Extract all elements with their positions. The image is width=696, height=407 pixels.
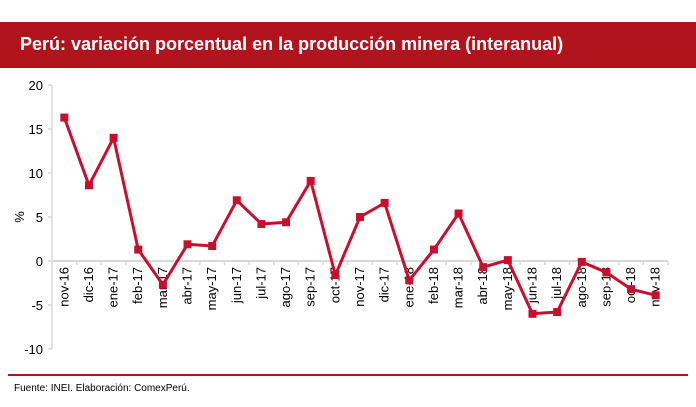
x-tick-label: sep-17 bbox=[303, 267, 318, 307]
y-tick-label: -5 bbox=[31, 298, 43, 313]
data-point bbox=[282, 218, 291, 227]
data-point bbox=[405, 276, 414, 285]
data-point bbox=[454, 209, 463, 218]
x-tick-label: ago-18 bbox=[574, 267, 589, 307]
data-point bbox=[183, 240, 192, 249]
title-bar: Perú: variación porcentual en la producc… bbox=[0, 22, 696, 68]
data-point bbox=[84, 181, 93, 190]
data-point bbox=[158, 280, 167, 289]
y-tick-label: 20 bbox=[29, 78, 43, 93]
x-tick-label: feb-18 bbox=[426, 267, 441, 304]
data-point bbox=[553, 308, 562, 317]
chart-title: Perú: variación porcentual en la producc… bbox=[20, 34, 564, 54]
data-point bbox=[479, 263, 488, 272]
data-point bbox=[134, 245, 143, 254]
data-point bbox=[627, 285, 636, 294]
y-axis-label: % bbox=[12, 211, 27, 223]
y-tick-label: 5 bbox=[36, 210, 43, 225]
data-point bbox=[306, 176, 315, 185]
x-tick-label: may-18 bbox=[500, 267, 515, 310]
y-tick-label: 15 bbox=[29, 122, 43, 137]
x-tick-label: may-17 bbox=[204, 267, 219, 310]
data-point bbox=[429, 245, 438, 254]
x-tick-label: nov-18 bbox=[648, 267, 663, 307]
data-point bbox=[503, 256, 512, 265]
divider bbox=[8, 374, 688, 376]
data-point bbox=[602, 268, 611, 277]
x-tick-label: ago-17 bbox=[278, 267, 293, 307]
x-tick-label: nov-16 bbox=[56, 267, 71, 307]
y-tick-label: 10 bbox=[29, 166, 43, 181]
data-point bbox=[331, 271, 340, 280]
x-tick-label: oct-18 bbox=[623, 267, 638, 303]
data-point bbox=[109, 133, 118, 142]
data-point bbox=[651, 291, 660, 300]
x-tick-label: dic-16 bbox=[81, 267, 96, 302]
data-point bbox=[577, 257, 586, 266]
x-tick-label: abr-17 bbox=[180, 267, 195, 305]
x-tick-label: nov-17 bbox=[352, 267, 367, 307]
x-tick-label: sep-18 bbox=[598, 267, 613, 307]
y-tick-label: -10 bbox=[24, 342, 43, 357]
x-tick-label: feb-17 bbox=[130, 267, 145, 304]
x-tick-label: ene-17 bbox=[106, 267, 121, 307]
data-point bbox=[528, 309, 537, 318]
x-tick-label: jul-18 bbox=[549, 267, 564, 300]
data-point bbox=[356, 213, 364, 221]
x-tick-label: jun-18 bbox=[524, 267, 539, 304]
x-tick-label: dic-17 bbox=[377, 267, 392, 302]
x-tick-label: jul-17 bbox=[253, 267, 268, 300]
x-tick-label: mar-18 bbox=[451, 267, 466, 308]
data-point bbox=[257, 220, 266, 229]
data-point bbox=[232, 196, 241, 205]
x-tick-label: abr-18 bbox=[475, 267, 490, 305]
data-point bbox=[60, 113, 69, 122]
x-tick-label: jun-17 bbox=[229, 267, 244, 304]
data-point bbox=[380, 198, 389, 207]
source-note: Fuente: INEI. Elaboración: ComexPerú. bbox=[14, 383, 190, 394]
data-point bbox=[208, 242, 217, 251]
y-tick-label: 0 bbox=[36, 254, 43, 269]
